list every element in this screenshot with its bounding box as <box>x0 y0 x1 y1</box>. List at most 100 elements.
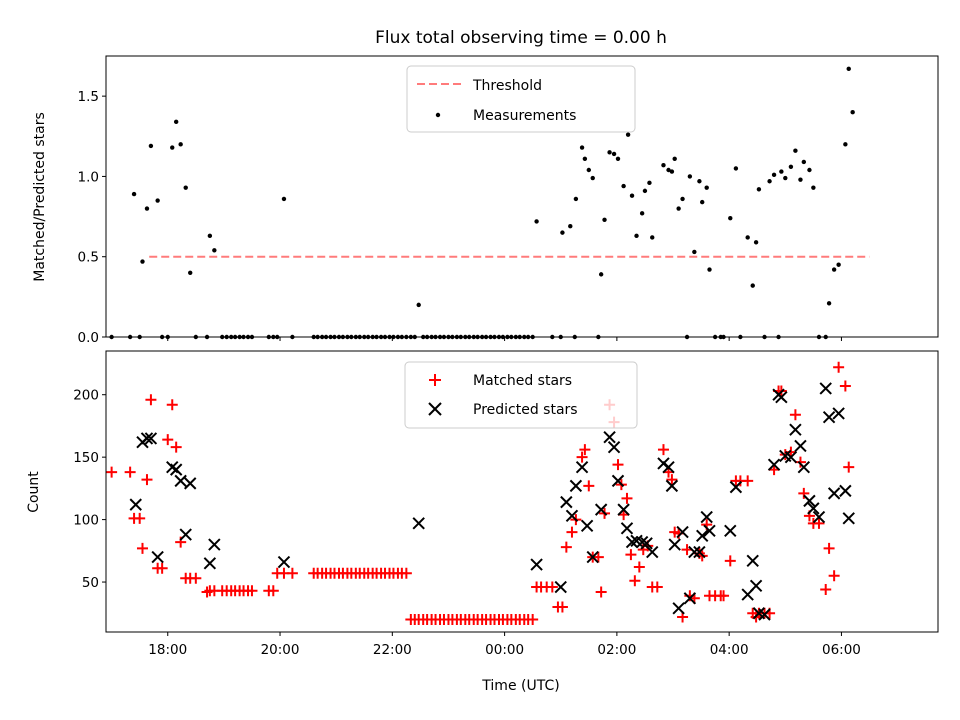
count-legend-box <box>404 361 638 429</box>
measurement-point <box>598 272 604 277</box>
matched-star-point <box>566 526 578 538</box>
measurement-point <box>733 166 739 171</box>
matched-star-point <box>833 361 845 373</box>
predicted-star-point <box>594 503 608 516</box>
predicted-legend-label: Predicted stars <box>473 402 578 418</box>
measurement-point <box>793 148 798 153</box>
measurement-point <box>647 180 652 186</box>
matched-star-point <box>592 551 604 563</box>
matched-star-point <box>560 541 572 553</box>
measurement-point <box>843 142 848 147</box>
matched-star-point <box>190 572 202 584</box>
measurement-point <box>836 262 841 267</box>
predicted-star-point <box>775 391 788 404</box>
matched-star-point <box>556 601 568 613</box>
predicted-star-point <box>607 440 621 454</box>
matched-star-point <box>839 380 851 392</box>
measurement-point <box>661 162 666 168</box>
matched-star-point <box>724 555 736 567</box>
count-marks <box>106 361 855 626</box>
matched-star-point <box>612 459 624 471</box>
matched-star-point <box>633 561 645 573</box>
measurement-point <box>745 235 750 240</box>
predicted-star-point <box>140 432 154 445</box>
measurement-point <box>831 267 837 272</box>
predicted-star-point <box>729 480 743 494</box>
ratio-y-tick-label: 1.0 <box>78 169 99 185</box>
matched-star-point <box>813 517 825 529</box>
predicted-star-point <box>693 545 706 559</box>
measurement-point <box>611 151 617 157</box>
matched-star-point <box>141 474 153 486</box>
predicted-star-point <box>758 608 771 621</box>
count-x-ticks: 18:00 20:00 22:00 00:00 02:00 04:00 06:00 <box>148 632 861 658</box>
count-x-tick-label: 04:00 <box>710 642 749 658</box>
measurement-point <box>568 224 573 229</box>
predicted-star-point <box>620 522 634 535</box>
predicted-star-point <box>575 460 589 474</box>
matched-star-point <box>718 590 730 602</box>
matched-star-point <box>742 475 754 487</box>
matched-star-point <box>651 581 663 593</box>
predicted-star-point <box>794 439 807 453</box>
predicted-star-point <box>668 538 681 551</box>
predicted-star-point <box>842 512 855 525</box>
predicted-star-point <box>746 554 759 568</box>
measurement-point <box>650 235 655 240</box>
matched-star-point <box>576 451 588 463</box>
predicted-star-point <box>703 524 716 538</box>
ratio-legend: Threshold Measurements <box>406 65 636 133</box>
measurement-point <box>704 185 709 190</box>
predicted-star-point <box>812 510 826 524</box>
count-x-axis-label: Time (UTC) <box>481 678 559 694</box>
predicted-star-point <box>179 528 192 541</box>
measurement-point <box>140 259 145 264</box>
matched-star-point <box>246 585 258 597</box>
matched-legend-swatch <box>429 374 441 386</box>
ratio-y-axis-label: Matched/Predicted stars <box>32 112 48 282</box>
count-panel: 50 100 150 200 18:00 20:00 22:00 00:00 02:00 04:… <box>26 350 939 694</box>
predicted-star-point <box>530 558 543 571</box>
measurement-point <box>560 230 565 235</box>
measurement-point <box>801 159 807 165</box>
predicted-star-point <box>151 550 164 564</box>
predicted-star-point <box>617 503 630 516</box>
predicted-star-point <box>144 432 158 445</box>
matched-star-point <box>595 586 607 598</box>
predicted-star-point <box>797 460 811 474</box>
threshold-legend-label: Threshold <box>472 78 542 94</box>
count-x-tick-label: 20:00 <box>261 642 300 658</box>
count-y-tick-label: 100 <box>73 513 99 529</box>
measurement-point <box>148 143 154 149</box>
measurement-point <box>607 150 612 155</box>
measurement-point <box>672 156 677 161</box>
measurement-point <box>811 185 816 190</box>
predicted-star-point <box>819 382 832 395</box>
matched-star-point <box>145 394 157 406</box>
measurement-point <box>728 215 733 221</box>
measurement-point <box>590 175 595 181</box>
predicted-star-point <box>784 450 798 464</box>
predicted-star-point <box>767 458 781 471</box>
ratio-y-tick-label: 0.0 <box>78 330 99 346</box>
predicted-star-point <box>724 524 737 538</box>
predicted-star-point <box>700 510 713 524</box>
matched-star-point <box>579 444 591 456</box>
matched-legend-label: Matched stars <box>473 373 572 389</box>
predicted-star-point <box>640 537 653 550</box>
matched-star-point <box>621 492 633 504</box>
measurement-point <box>188 270 193 275</box>
predicted-star-point <box>560 495 573 509</box>
ratio-axes-frame <box>105 55 939 338</box>
count-x-tick-label: 18:00 <box>148 642 187 658</box>
measurement-point <box>178 142 183 147</box>
count-y-axis-label: Count <box>26 471 42 513</box>
predicted-star-point <box>554 580 567 594</box>
matched-star-point <box>124 466 136 478</box>
measurement-point <box>680 196 685 202</box>
measurement-point <box>579 145 585 150</box>
predicted-star-point <box>646 545 659 559</box>
predicted-star-point <box>208 538 221 551</box>
measurement-point <box>207 233 213 239</box>
